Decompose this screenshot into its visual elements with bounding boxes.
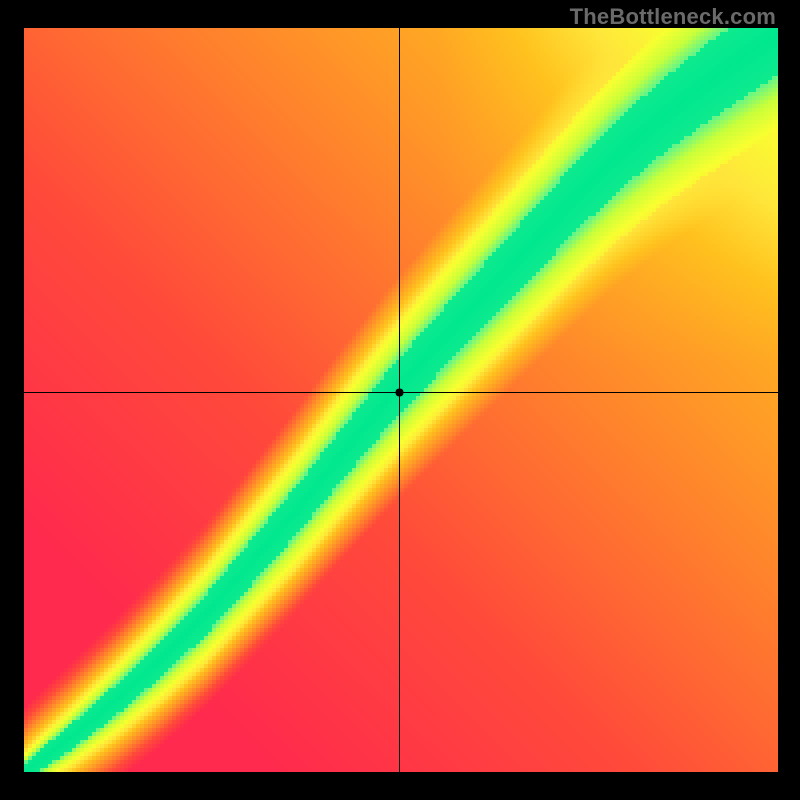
watermark-text: TheBottleneck.com [570, 4, 776, 30]
chart-container: { "watermark": { "text": "TheBottleneck.… [0, 0, 800, 800]
plot-area [24, 28, 778, 772]
crosshair-overlay [24, 28, 778, 772]
